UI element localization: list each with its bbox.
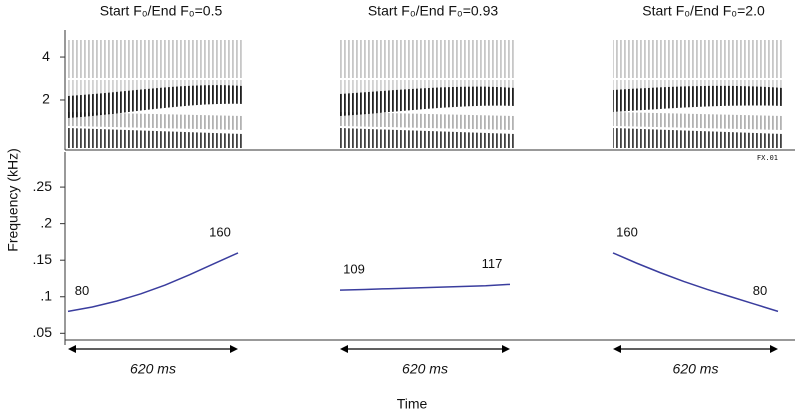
spectrogram-band xyxy=(613,128,783,148)
duration-label: 620 ms xyxy=(402,361,448,377)
spectrogram-y-tick-label: 4 xyxy=(42,48,50,64)
arrow-head xyxy=(613,345,621,353)
spectrogram-formant xyxy=(340,86,515,116)
spectrogram-band xyxy=(68,40,243,78)
spectrogram-band xyxy=(613,112,783,130)
panel-title: Start F₀/End F₀=0.5 xyxy=(100,3,223,19)
arrow-head xyxy=(230,345,238,353)
data-label: 109 xyxy=(343,262,365,277)
data-label: 80 xyxy=(75,283,89,298)
spectrogram-band xyxy=(340,112,515,130)
spectrogram-band xyxy=(68,128,243,148)
y-tick-label: .1 xyxy=(40,287,52,303)
y-tick-label: .05 xyxy=(33,324,53,340)
data-label: 80 xyxy=(753,283,767,298)
y-tick-label: .2 xyxy=(40,214,52,230)
spectrogram-formant xyxy=(68,85,243,118)
panel-title: Start F₀/End F₀=0.93 xyxy=(368,3,499,19)
panel-title: Start F₀/End F₀=2.0 xyxy=(642,3,765,19)
data-label: 117 xyxy=(482,256,503,271)
spectrogram-band xyxy=(613,40,783,78)
arrow-head xyxy=(770,345,778,353)
spectrogram-band xyxy=(68,112,243,130)
arrow-head xyxy=(340,345,348,353)
data-label: 160 xyxy=(209,224,231,239)
f0-line xyxy=(612,252,779,313)
spectrogram-band xyxy=(340,40,515,78)
y-tick-label: .15 xyxy=(33,251,53,267)
arrow-head xyxy=(68,345,76,353)
spectrogram-formant xyxy=(613,85,783,112)
spectrogram-y-tick-label: 2 xyxy=(42,91,50,107)
f0-line xyxy=(67,252,239,313)
spectrogram xyxy=(68,40,783,148)
annotation: FX.01 xyxy=(757,154,778,162)
duration-label: 620 ms xyxy=(130,361,176,377)
y-axis-label: Frequency (kHz) xyxy=(5,148,21,251)
arrow-head xyxy=(502,345,510,353)
y-tick-label: .25 xyxy=(33,178,53,194)
x-axis-label: Time xyxy=(397,396,428,412)
data-label: 160 xyxy=(616,224,638,239)
f0-line xyxy=(339,283,511,291)
spectrogram-band xyxy=(340,128,515,148)
duration-label: 620 ms xyxy=(673,361,719,377)
